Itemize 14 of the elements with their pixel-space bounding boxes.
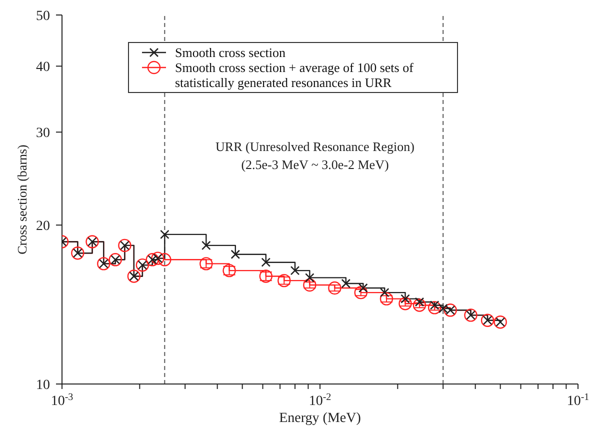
y-tick-label: 20 [36, 219, 50, 234]
x-tick-label: 10$^{-3}$ [50, 392, 74, 409]
y-tick-label: 40 [36, 60, 50, 76]
annotation: URR (Unresolved Resonance Region) [214, 138, 416, 156]
y-tick-label: 50 [36, 9, 50, 24]
annotation: (2.5e-3 MeV ~ 3.0e-2 MeV) [240, 156, 390, 174]
legend-label: Smooth cross section [175, 45, 286, 60]
y-axis-title: Cross section (barns) [14, 144, 30, 254]
x-tick-label: 10$^{-1}$ [566, 392, 590, 409]
x-tick-label: 10$^{-2}$ [308, 392, 332, 409]
x-axis-title: Energy (MeV) [279, 411, 362, 426]
y-tick-label: 30 [36, 126, 50, 142]
y-tick-label: 10 [36, 378, 50, 393]
legend-label: Smooth cross section + average of 100 sets of statistically generated resonances in URR [175, 60, 414, 90]
